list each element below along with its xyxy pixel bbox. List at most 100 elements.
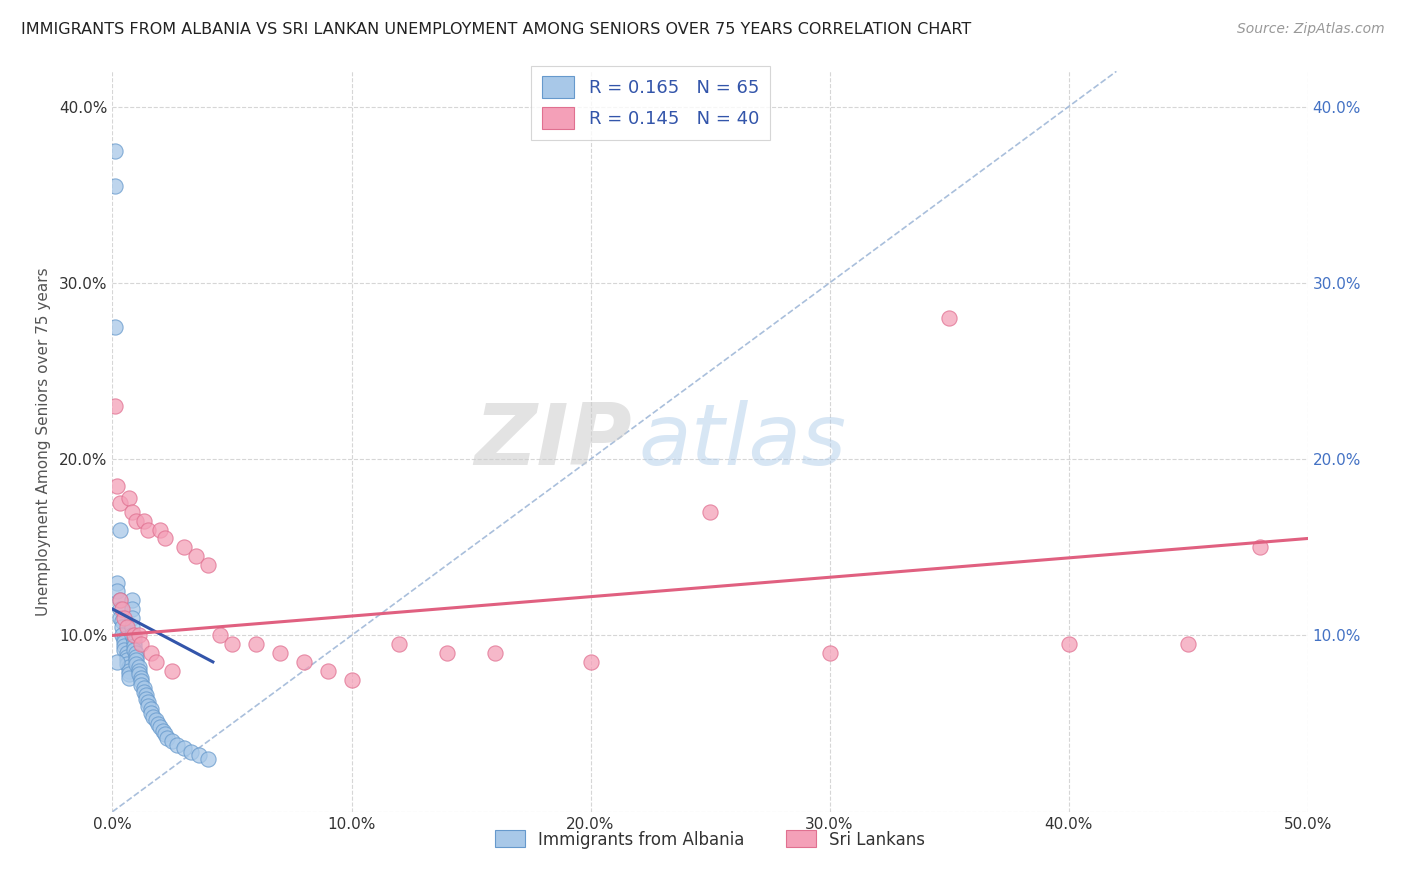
Point — [153, 727, 176, 741]
Point — [436, 646, 458, 660]
Point — [129, 671, 152, 685]
Point — [180, 745, 202, 759]
Point — [104, 399, 127, 413]
Point — [114, 639, 135, 653]
Point — [1177, 637, 1199, 651]
Point — [125, 653, 148, 667]
Point — [122, 635, 145, 649]
Point — [139, 702, 162, 716]
Point — [104, 320, 127, 334]
Point — [162, 664, 183, 678]
Point — [114, 642, 135, 657]
Point — [292, 655, 315, 669]
Point — [115, 649, 138, 664]
Point — [128, 664, 150, 678]
Point — [121, 602, 143, 616]
Point — [114, 611, 135, 625]
Point — [118, 664, 141, 678]
Point — [138, 523, 160, 537]
Point — [173, 541, 195, 555]
Text: atlas: atlas — [638, 400, 846, 483]
Point — [121, 593, 143, 607]
Point — [135, 692, 157, 706]
Text: IMMIGRANTS FROM ALBANIA VS SRI LANKAN UNEMPLOYMENT AMONG SENIORS OVER 75 YEARS C: IMMIGRANTS FROM ALBANIA VS SRI LANKAN UN… — [21, 22, 972, 37]
Point — [118, 660, 141, 674]
Point — [209, 628, 232, 642]
Point — [122, 632, 145, 646]
Point — [1249, 541, 1271, 555]
Point — [118, 671, 141, 685]
Y-axis label: Unemployment Among Seniors over 75 years: Unemployment Among Seniors over 75 years — [35, 268, 51, 615]
Point — [699, 505, 721, 519]
Point — [166, 738, 188, 752]
Point — [138, 695, 160, 709]
Point — [245, 637, 267, 651]
Point — [187, 748, 209, 763]
Point — [162, 734, 183, 748]
Point — [105, 584, 128, 599]
Point — [115, 619, 138, 633]
Point — [121, 505, 143, 519]
Point — [115, 657, 138, 671]
Point — [145, 655, 167, 669]
Point — [128, 667, 150, 681]
Point — [139, 646, 162, 660]
Point — [146, 716, 169, 731]
Point — [122, 628, 145, 642]
Point — [122, 639, 145, 653]
Point — [111, 602, 134, 616]
Point — [152, 723, 174, 738]
Text: ZIP: ZIP — [475, 400, 633, 483]
Point — [132, 681, 155, 696]
Point — [111, 628, 134, 642]
Point — [118, 491, 141, 505]
Point — [139, 706, 162, 720]
Point — [153, 532, 176, 546]
Point — [108, 611, 131, 625]
Point — [316, 664, 339, 678]
Point — [149, 523, 172, 537]
Point — [104, 144, 127, 158]
Point — [269, 646, 291, 660]
Point — [197, 752, 219, 766]
Point — [115, 653, 138, 667]
Point — [388, 637, 411, 651]
Point — [125, 657, 148, 671]
Point — [1057, 637, 1080, 651]
Point — [114, 632, 135, 646]
Point — [142, 709, 165, 723]
Point — [149, 720, 172, 734]
Point — [938, 311, 960, 326]
Point — [128, 628, 150, 642]
Point — [129, 637, 152, 651]
Point — [125, 649, 148, 664]
Point — [579, 655, 602, 669]
Point — [818, 646, 841, 660]
Point — [108, 602, 131, 616]
Point — [221, 637, 243, 651]
Point — [105, 478, 128, 492]
Point — [118, 667, 141, 681]
Point — [128, 660, 150, 674]
Point — [145, 713, 167, 727]
Point — [125, 514, 148, 528]
Point — [114, 635, 135, 649]
Point — [135, 689, 157, 703]
Point — [108, 496, 131, 510]
Point — [108, 523, 131, 537]
Point — [121, 628, 143, 642]
Point — [105, 575, 128, 590]
Point — [129, 674, 152, 689]
Point — [340, 673, 363, 687]
Point — [129, 678, 152, 692]
Point — [121, 619, 143, 633]
Point — [132, 685, 155, 699]
Point — [138, 698, 160, 713]
Point — [125, 646, 148, 660]
Point — [111, 615, 134, 629]
Point — [197, 558, 219, 572]
Point — [108, 593, 131, 607]
Point — [121, 611, 143, 625]
Point — [484, 646, 506, 660]
Legend: Immigrants from Albania, Sri Lankans: Immigrants from Albania, Sri Lankans — [488, 823, 932, 855]
